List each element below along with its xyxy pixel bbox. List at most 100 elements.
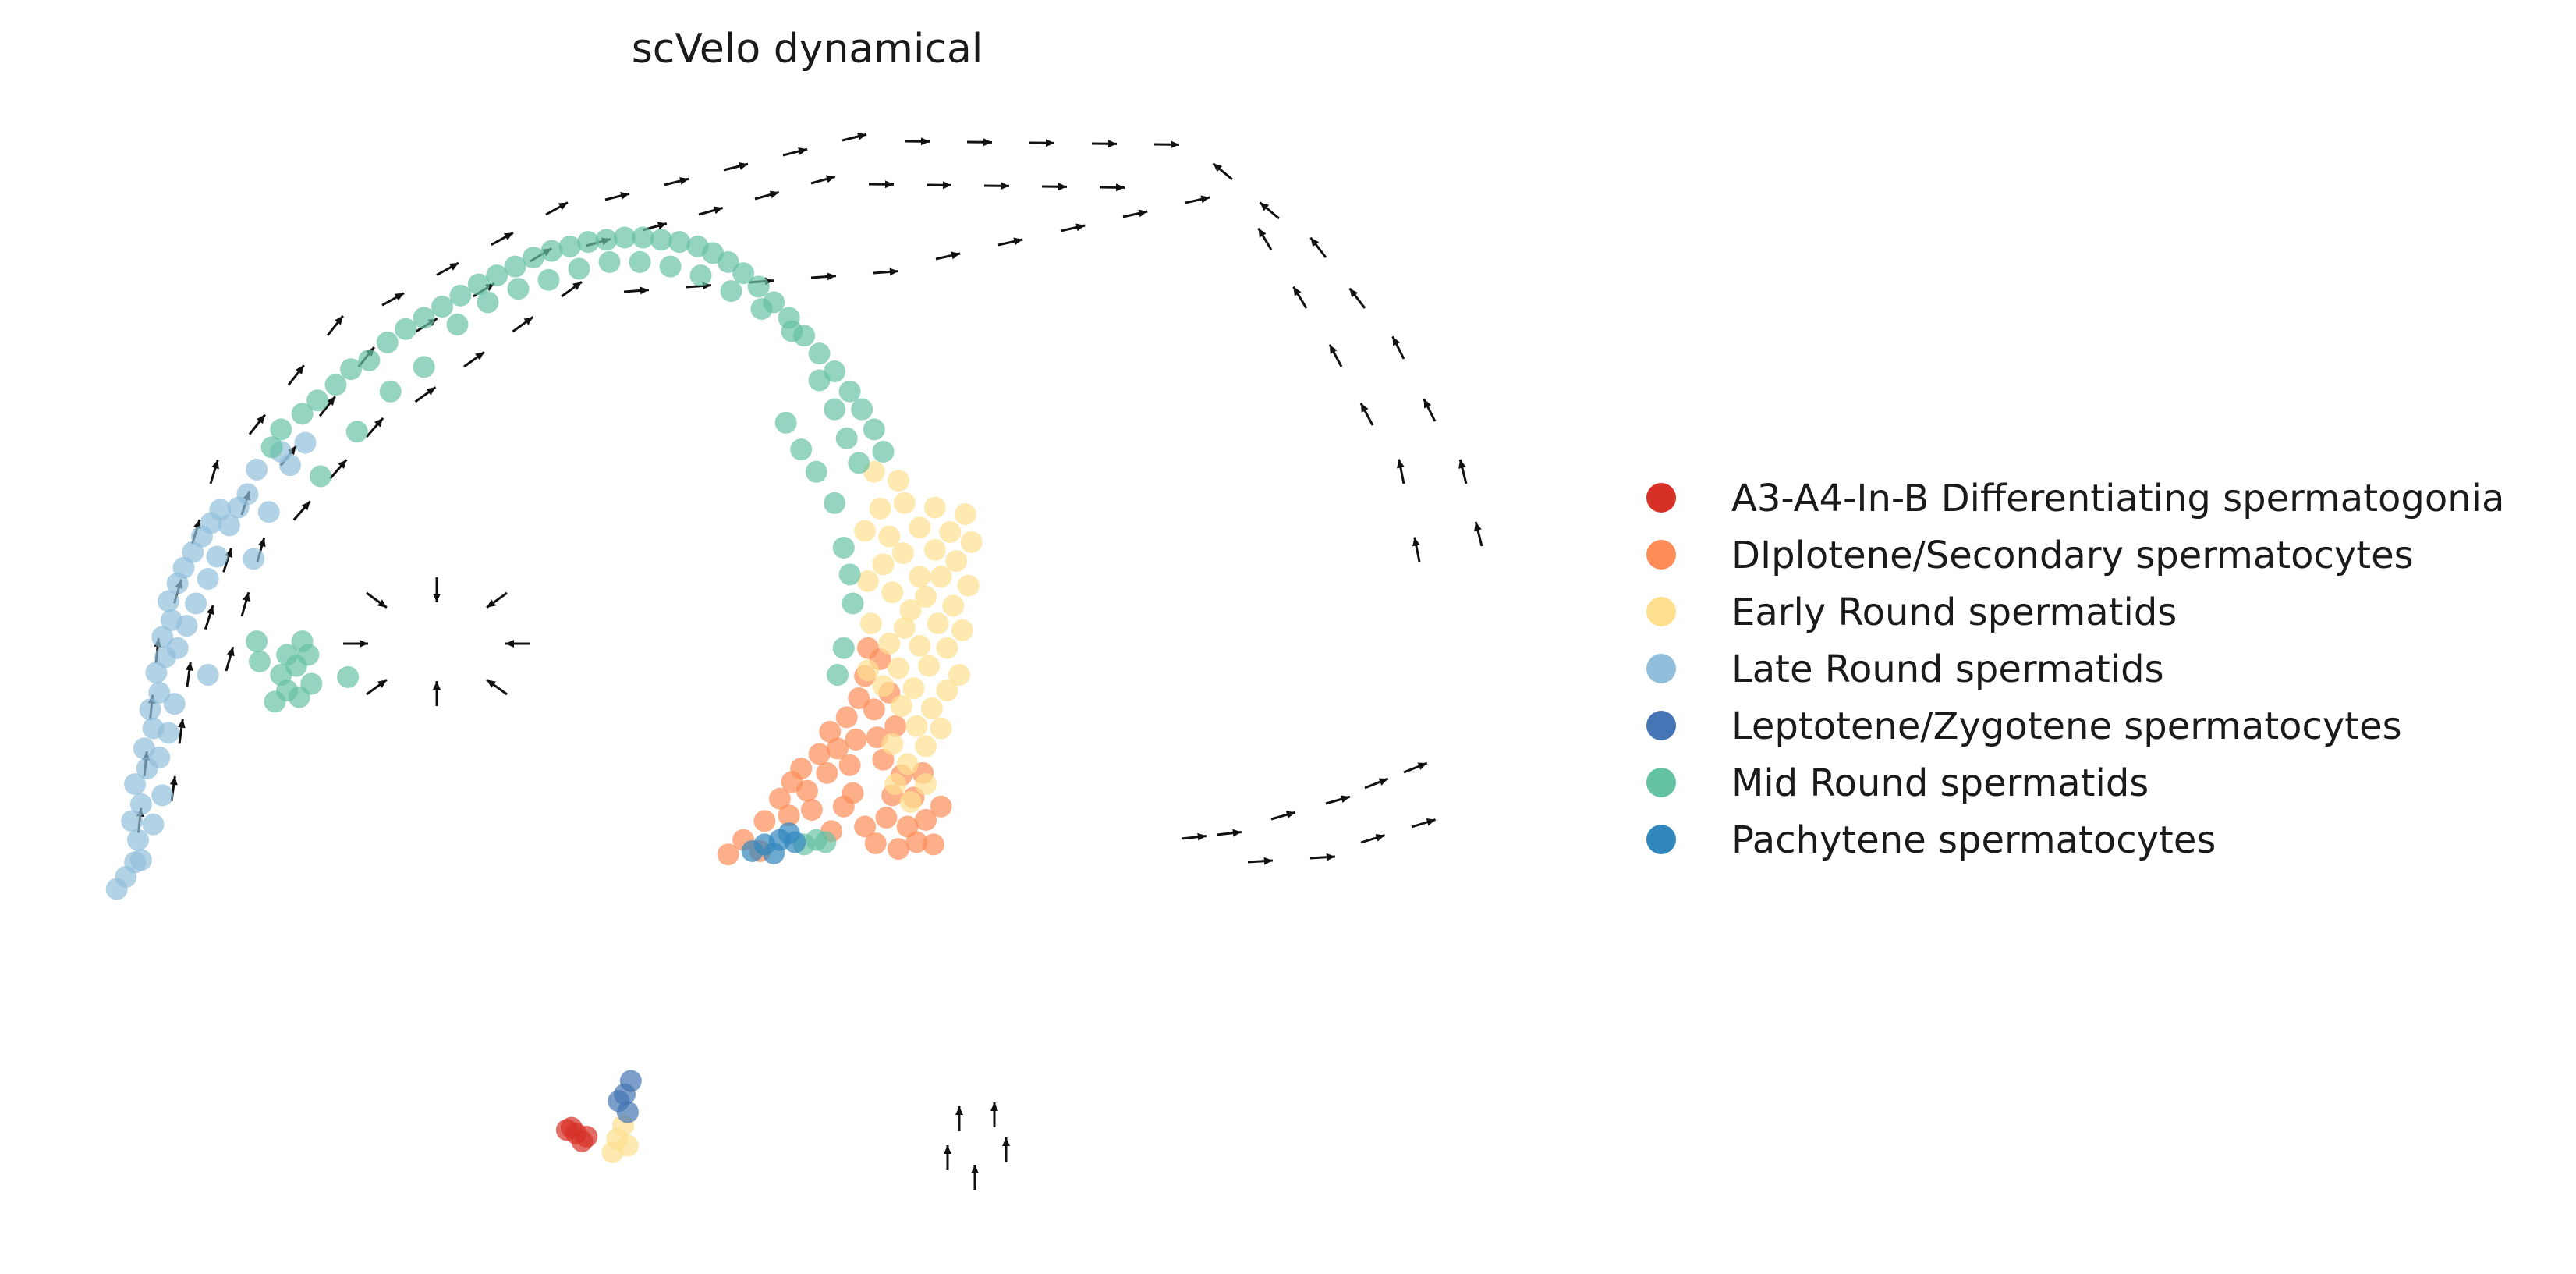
velocity-arrowhead-24: [1115, 183, 1125, 192]
velocity-arrowhead-7: [739, 162, 749, 170]
point-series-5-4: [324, 374, 347, 396]
point-series-5-26: [717, 250, 739, 273]
velocity-arrowhead-57: [523, 317, 533, 325]
point-series-2-9: [923, 538, 946, 561]
point-series-2-41: [884, 773, 907, 796]
velocity-arrowhead-3: [983, 138, 992, 147]
point-series-5-61: [300, 672, 323, 695]
velocity-arrowhead-2: [1045, 139, 1054, 147]
velocity-arrowhead-5: [857, 133, 867, 140]
point-series-5-79: [805, 460, 827, 483]
point-series-2-2: [878, 525, 901, 548]
point-series-1-7: [790, 758, 813, 780]
point-series-1-25: [864, 832, 887, 854]
legend-marker-3: [1646, 654, 1676, 683]
point-series-3-34: [142, 813, 165, 836]
velocity-arrowhead-80: [1417, 762, 1427, 770]
point-series-2-5: [891, 542, 914, 565]
velocity-arrowhead-86: [1426, 818, 1436, 826]
point-series-3-9: [139, 698, 161, 721]
point-series-5-13: [486, 264, 508, 287]
point-series-3-39: [257, 501, 280, 523]
point-series-1-31: [922, 833, 944, 856]
point-series-5-16: [540, 240, 563, 262]
velocity-arrowhead-14: [335, 315, 343, 325]
point-series-5-20: [614, 226, 636, 249]
velocity-arrowhead-102: [971, 1165, 979, 1173]
velocity-arrowhead-75: [1293, 286, 1302, 296]
legend-label-5: Mid Round spermatids: [1731, 761, 2149, 805]
point-series-2-22: [927, 612, 949, 635]
velocity-arrowhead-10: [558, 202, 568, 211]
point-series-1-19: [863, 698, 885, 721]
point-series-5-54: [310, 465, 331, 488]
point-series-2-0: [854, 520, 877, 542]
velocity-arrowhead-83: [1285, 811, 1295, 819]
point-series-5-69: [337, 665, 360, 688]
velocity-arrowhead-68: [1310, 237, 1320, 247]
point-series-2-39: [915, 735, 937, 758]
velocity-arrowhead-94: [433, 594, 441, 602]
point-series-5-68: [246, 630, 268, 653]
point-series-2-3: [893, 492, 916, 514]
velocity-arrowhead-47: [1138, 209, 1148, 218]
velocity-arrowhead-55: [640, 286, 649, 295]
velocity-arrows: [136, 133, 1483, 1190]
point-series-5-38: [446, 314, 469, 335]
velocity-arrowhead-46: [1200, 195, 1210, 204]
point-series-5-52: [835, 427, 858, 449]
point-series-5-37: [872, 441, 895, 463]
point-series-3-31: [158, 722, 179, 744]
point-series-5-22: [650, 229, 672, 251]
point-series-5-39: [477, 291, 499, 314]
velocity-arrowhead-48: [1075, 223, 1086, 232]
point-series-5-71: [838, 563, 861, 586]
point-series-1-8: [796, 779, 818, 802]
point-series-2-27: [888, 657, 909, 680]
point-series-5-18: [577, 231, 600, 254]
point-series-5-66: [291, 630, 314, 653]
point-series-2-40: [930, 717, 952, 740]
point-series-5-47: [720, 280, 742, 303]
velocity-arrowhead-78: [1396, 459, 1405, 469]
point-series-5-5: [340, 358, 362, 381]
point-series-3-36: [105, 878, 128, 900]
velocity-arrowhead-97: [505, 640, 514, 648]
velocity-arrowhead-79: [1412, 537, 1420, 547]
velocity-arrowhead-43: [185, 662, 193, 671]
point-series-2-16: [945, 550, 968, 573]
velocity-arrowhead-49: [1013, 237, 1023, 246]
velocity-arrowhead-9: [620, 192, 630, 200]
point-series-5-10: [431, 296, 453, 318]
legend-label-4: Leptotene/Zygotene spermatocytes: [1731, 704, 2402, 748]
point-series-0-3: [576, 1126, 598, 1148]
velocity-arrowhead-95: [433, 681, 441, 690]
velocity-arrowhead-77: [1360, 403, 1369, 413]
point-series-1-27: [888, 838, 909, 861]
point-series-2-37: [881, 733, 904, 755]
point-series-5-43: [598, 250, 621, 273]
point-series-2-19: [878, 632, 901, 655]
point-series-5-67: [249, 650, 271, 672]
point-series-5-11: [449, 284, 472, 307]
velocity-arrowhead-84: [1232, 829, 1242, 837]
point-series-2-34: [920, 697, 943, 719]
point-series-2-32: [890, 695, 912, 718]
point-series-2-43: [915, 773, 937, 796]
point-series-5-55: [345, 421, 368, 443]
point-series-5-6: [358, 349, 381, 371]
point-series-1-10: [808, 743, 831, 765]
velocity-arrowhead-50: [951, 251, 961, 260]
point-series-5-14: [504, 255, 526, 278]
point-series-5-51: [824, 398, 846, 421]
point-series-5-34: [838, 380, 861, 403]
scatter-points: [105, 226, 983, 1164]
point-series-5-23: [668, 231, 691, 254]
point-series-3-35: [151, 784, 174, 807]
point-series-5-28: [747, 275, 770, 298]
velocity-arrowhead-63: [257, 538, 266, 548]
velocity-arrowhead-6: [798, 147, 808, 155]
point-series-2-24: [957, 574, 980, 597]
legend-label-3: Late Round spermatids: [1731, 648, 2164, 691]
legend-label-1: DIplotene/Secondary spermatocytes: [1731, 534, 2414, 577]
